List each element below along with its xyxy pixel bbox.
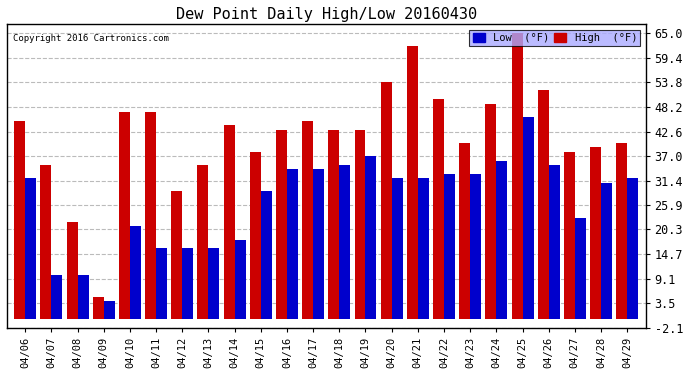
Text: Copyright 2016 Cartronics.com: Copyright 2016 Cartronics.com	[13, 34, 169, 43]
Bar	[52, 274, 62, 318]
Bar	[381, 81, 392, 318]
Bar	[522, 117, 533, 318]
Bar	[355, 130, 366, 318]
Bar	[313, 170, 324, 318]
Bar	[92, 297, 104, 318]
Bar	[119, 112, 130, 318]
Bar	[67, 222, 77, 318]
Bar	[250, 152, 261, 318]
Bar	[418, 178, 428, 318]
Bar	[392, 178, 403, 318]
Bar	[496, 160, 507, 318]
Bar	[601, 183, 612, 318]
Bar	[130, 226, 141, 318]
Bar	[339, 165, 351, 318]
Bar	[485, 104, 496, 318]
Bar	[616, 143, 627, 318]
Bar	[197, 165, 208, 318]
Bar	[444, 174, 455, 318]
Legend: Low  (°F), High  (°F): Low (°F), High (°F)	[469, 30, 640, 46]
Bar	[590, 147, 601, 318]
Title: Dew Point Daily High/Low 20160430: Dew Point Daily High/Low 20160430	[176, 7, 477, 22]
Bar	[459, 143, 470, 318]
Bar	[366, 156, 377, 318]
Bar	[104, 301, 115, 318]
Bar	[433, 99, 444, 318]
Bar	[145, 112, 156, 318]
Bar	[235, 240, 246, 318]
Bar	[77, 274, 88, 318]
Bar	[287, 170, 298, 318]
Bar	[470, 174, 481, 318]
Bar	[549, 165, 560, 318]
Bar	[575, 217, 586, 318]
Bar	[407, 46, 418, 318]
Bar	[224, 126, 235, 318]
Bar	[156, 248, 167, 318]
Bar	[14, 121, 26, 318]
Bar	[182, 248, 193, 318]
Bar	[511, 33, 522, 318]
Bar	[261, 191, 272, 318]
Bar	[41, 165, 52, 318]
Bar	[328, 130, 339, 318]
Bar	[302, 121, 313, 318]
Bar	[208, 248, 219, 318]
Bar	[276, 130, 287, 318]
Bar	[171, 191, 182, 318]
Bar	[627, 178, 638, 318]
Bar	[26, 178, 37, 318]
Bar	[538, 90, 549, 318]
Bar	[564, 152, 575, 318]
